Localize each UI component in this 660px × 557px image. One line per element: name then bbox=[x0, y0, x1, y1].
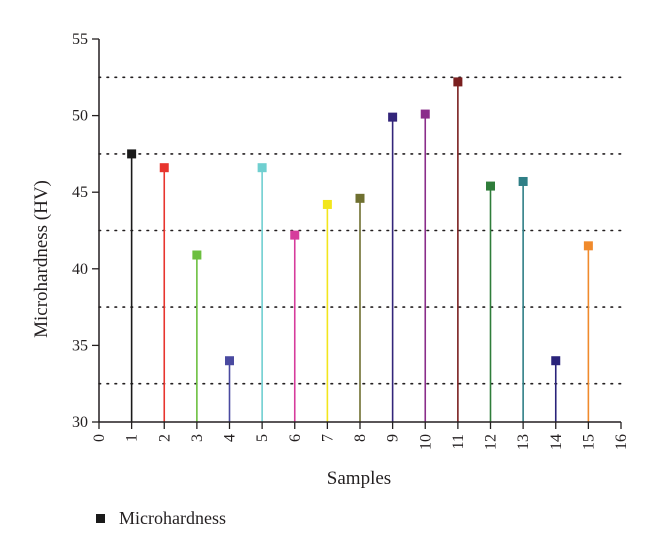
marker-6 bbox=[290, 230, 300, 240]
x-tick-label-9: 9 bbox=[385, 434, 402, 442]
x-ticks: 0 1 2 3 4 5 6 7 8 9 10 11 12 13 14 15 16 bbox=[91, 422, 630, 450]
x-tick-label-0: 0 bbox=[91, 434, 108, 442]
legend-label: Microhardness bbox=[119, 508, 226, 528]
legend: Microhardness bbox=[96, 508, 226, 529]
marker-7 bbox=[322, 199, 332, 209]
marker-13 bbox=[518, 176, 528, 186]
x-tick-label-1: 1 bbox=[124, 434, 141, 442]
marker-4 bbox=[225, 356, 234, 366]
legend-swatch bbox=[96, 514, 105, 523]
marker-15 bbox=[583, 241, 593, 251]
marker-3 bbox=[192, 250, 202, 260]
marker-1 bbox=[127, 149, 137, 159]
y-tick-label-50: 50 bbox=[72, 108, 88, 125]
x-axis-title: Samples bbox=[327, 468, 391, 489]
x-tick-label-3: 3 bbox=[189, 434, 206, 442]
x-tick-label-11: 11 bbox=[450, 434, 467, 449]
marker-12 bbox=[486, 181, 495, 191]
x-tick-label-6: 6 bbox=[287, 434, 304, 442]
marker-11 bbox=[453, 77, 463, 87]
x-tick-label-2: 2 bbox=[156, 434, 173, 442]
marker-8 bbox=[355, 193, 365, 203]
x-tick-label-16: 16 bbox=[613, 434, 630, 450]
marker-5 bbox=[257, 163, 267, 173]
y-tick-label-40: 40 bbox=[72, 261, 88, 278]
x-tick-label-15: 15 bbox=[580, 434, 597, 450]
x-tick-label-12: 12 bbox=[483, 434, 500, 450]
y-tick-label-55: 55 bbox=[72, 31, 88, 48]
x-tick-label-13: 13 bbox=[515, 434, 532, 450]
x-tick-label-4: 4 bbox=[222, 434, 239, 442]
markers bbox=[127, 77, 593, 366]
y-tick-label-30: 30 bbox=[72, 414, 88, 431]
marker-14 bbox=[551, 356, 561, 366]
x-tick-label-14: 14 bbox=[548, 434, 565, 450]
x-tick-label-7: 7 bbox=[319, 434, 336, 442]
marker-9 bbox=[388, 112, 398, 122]
y-tick-label-35: 35 bbox=[72, 337, 88, 354]
x-tick-label-5: 5 bbox=[254, 434, 271, 442]
x-tick-label-8: 8 bbox=[352, 434, 369, 442]
x-tick-label-10: 10 bbox=[417, 434, 434, 450]
y-tick-label-45: 45 bbox=[72, 184, 88, 201]
y-ticks: 30 35 40 45 50 55 bbox=[72, 31, 99, 431]
marker-10 bbox=[420, 109, 430, 119]
marker-2 bbox=[159, 163, 169, 173]
stems bbox=[130, 81, 590, 422]
y-axis-title: Microhardness (HV) bbox=[31, 180, 52, 338]
